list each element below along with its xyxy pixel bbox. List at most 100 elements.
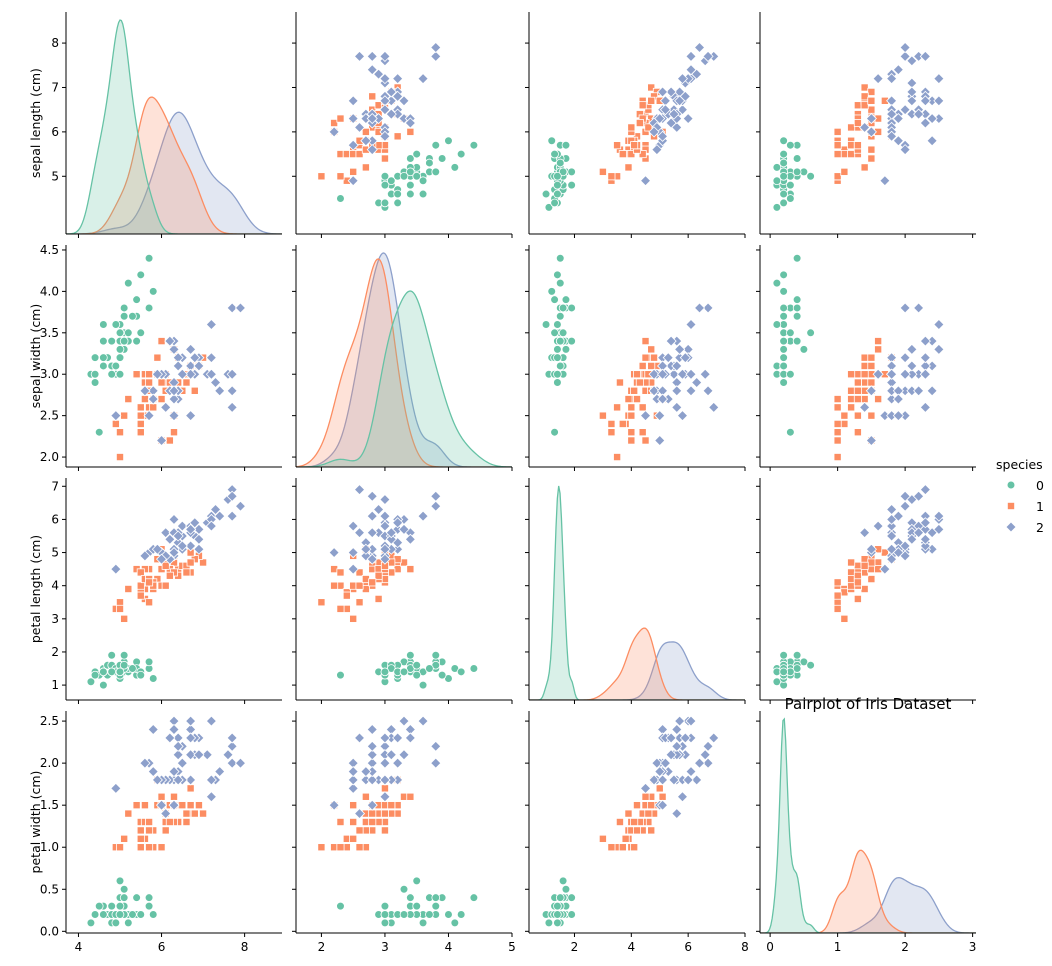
point-species-1 — [368, 92, 377, 101]
point-species-2 — [913, 385, 925, 397]
point-species-2 — [662, 352, 674, 364]
point-species-0 — [772, 176, 782, 186]
point-species-2 — [933, 523, 945, 535]
point-species-1 — [833, 428, 842, 437]
point-species-2 — [379, 732, 391, 744]
point-species-0 — [779, 158, 788, 168]
point-species-2 — [654, 434, 666, 447]
point-species-1 — [853, 571, 862, 580]
point-species-2 — [671, 401, 683, 413]
point-species-2 — [933, 73, 945, 85]
point-species-1 — [186, 801, 195, 810]
y-tick-label: 3.0 — [40, 367, 59, 381]
point-species-1 — [598, 411, 607, 420]
point-species-2 — [328, 799, 340, 811]
point-species-0 — [111, 918, 121, 928]
point-species-1 — [641, 337, 650, 346]
point-species-1 — [635, 378, 644, 387]
point-species-0 — [437, 154, 447, 163]
point-species-1 — [336, 568, 345, 577]
point-species-0 — [425, 158, 434, 168]
point-species-0 — [406, 893, 415, 902]
chart-title: Pairplot of Iris Dataset — [785, 695, 952, 713]
point-species-2 — [201, 749, 213, 761]
point-species-1 — [111, 419, 120, 428]
point-species-2 — [373, 503, 385, 516]
point-species-2 — [657, 799, 669, 811]
point-species-0 — [380, 901, 390, 911]
point-species-1 — [853, 578, 862, 587]
point-species-0 — [412, 901, 422, 911]
point-species-0 — [786, 180, 795, 190]
point-species-0 — [786, 427, 795, 437]
point-species-0 — [336, 670, 345, 680]
point-species-2 — [892, 112, 904, 125]
point-species-0 — [90, 910, 100, 919]
x-tick-label: 2 — [318, 940, 326, 954]
x-tick-label: 3 — [381, 940, 389, 954]
kde-line-species-1 — [529, 627, 745, 700]
point-species-0 — [779, 353, 788, 362]
point-species-1 — [355, 150, 364, 159]
point-species-2 — [185, 368, 197, 380]
point-species-1 — [853, 101, 862, 110]
y-tick-label: 7 — [51, 80, 59, 94]
point-species-0 — [555, 253, 565, 263]
kde-fill-species-2 — [296, 253, 512, 467]
point-species-2 — [919, 540, 931, 552]
point-species-2 — [366, 64, 378, 76]
point-species-0 — [558, 167, 568, 177]
point-species-0 — [469, 893, 479, 902]
point-species-0 — [115, 901, 125, 911]
point-species-2 — [139, 550, 151, 562]
point-species-2 — [353, 121, 366, 134]
point-species-2 — [430, 41, 442, 54]
point-species-2 — [147, 765, 159, 778]
point-species-1 — [833, 591, 842, 600]
point-species-0 — [132, 893, 141, 902]
point-species-0 — [553, 189, 562, 199]
y-tick-label: 7 — [51, 479, 59, 493]
point-species-2 — [147, 723, 159, 736]
point-species-0 — [406, 167, 415, 177]
point-species-1 — [630, 818, 639, 827]
panel-row3-col0: 0.0 0.5 1.0 1.5 2.0 2.5 4 6 8 — [40, 711, 282, 954]
legend-item-2: 2 — [1005, 520, 1044, 535]
point-species-2 — [886, 543, 898, 555]
point-species-1 — [182, 818, 191, 827]
point-species-2 — [360, 543, 372, 555]
point-species-2 — [685, 318, 697, 331]
point-species-0 — [144, 901, 154, 911]
point-species-2 — [193, 749, 205, 761]
point-species-1 — [406, 792, 415, 801]
point-species-1 — [847, 386, 856, 395]
point-species-1 — [157, 843, 166, 852]
point-species-2 — [674, 715, 686, 727]
point-species-1 — [853, 395, 862, 404]
panel-row1-col0: 2.0 2.5 3.0 3.5 4.0 4.5 — [40, 243, 282, 471]
point-species-0 — [541, 189, 551, 199]
point-species-0 — [380, 910, 390, 919]
point-species-1 — [847, 575, 856, 584]
point-species-1 — [853, 561, 862, 570]
point-species-2 — [708, 401, 720, 413]
point-species-0 — [90, 378, 100, 387]
x-tick-label: 8 — [241, 940, 249, 954]
point-species-2 — [693, 41, 706, 54]
point-species-2 — [347, 546, 359, 559]
kde-fill-species-1 — [529, 628, 745, 700]
point-species-2 — [214, 510, 226, 522]
point-species-1 — [145, 370, 154, 379]
point-species-0 — [132, 295, 141, 304]
point-species-1 — [336, 172, 345, 181]
point-species-2 — [665, 749, 677, 761]
x-tick-label: 2 — [571, 940, 579, 954]
legend-marker-1 — [1007, 501, 1016, 510]
point-species-1 — [647, 801, 656, 810]
point-species-2 — [906, 55, 918, 67]
point-species-1 — [860, 568, 869, 577]
point-species-2 — [385, 749, 397, 761]
point-species-0 — [553, 345, 562, 354]
point-species-2 — [398, 749, 410, 761]
point-species-0 — [393, 189, 402, 199]
